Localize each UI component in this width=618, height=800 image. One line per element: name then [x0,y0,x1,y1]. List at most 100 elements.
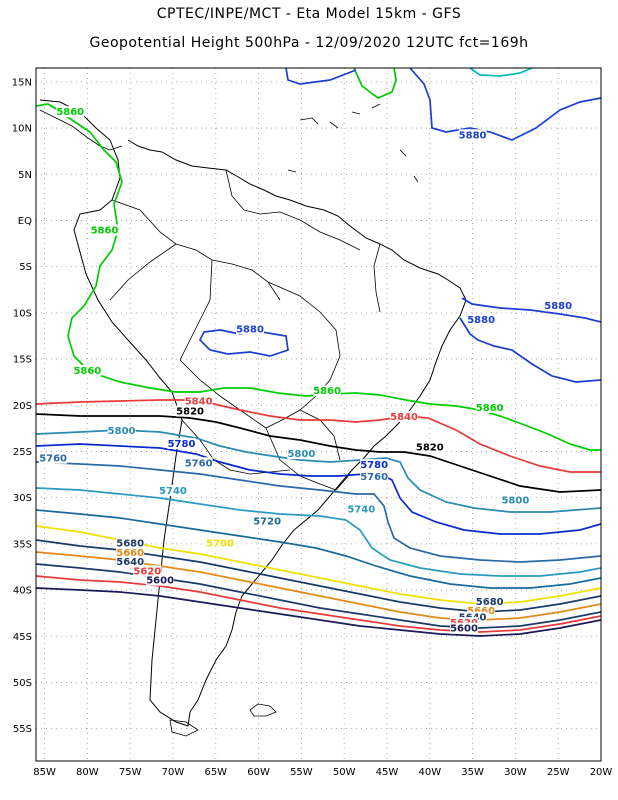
contour-label: 5700 [206,539,234,550]
contour-label: 5680 [476,597,504,608]
contour-label-bg [467,605,496,617]
contour-label-bg [360,459,389,471]
contour-5880-east [461,297,601,323]
contour-label: 5860 [56,107,84,118]
contour-label-bg [176,405,205,417]
contour-5740 [36,487,601,577]
lon-tick-label: 45W [376,767,399,778]
contour-label-bg [287,448,316,460]
contour-label: 5680 [116,539,144,550]
lon-tick-label: 55W [290,767,313,778]
latitude-labels: 15N 10N 5N EQ 5S 10S 15S 20S 25S 30S 35S 40S 45S 50S 5… [12,77,32,735]
contour-label-bg [475,401,504,413]
contour-label: 5600 [146,576,174,587]
contour-label: 5760 [39,454,67,465]
title-line-1: CPTEC/INPE/MCT - Eta Model 15km - GFS [156,6,462,22]
contour-label-bg [253,515,282,527]
contour-label: 5880 [544,301,572,312]
graticule [36,68,602,761]
contour-label: 5740 [347,505,375,516]
lat-tick-label: 10S [13,308,32,319]
title-line-2: Geopotential Height 500hPa - 12/09/2020 … [89,35,529,51]
contour-label: 5800 [287,449,315,460]
contour-label-bg [467,314,496,326]
contour-label-bg [90,224,119,236]
contour-label-bg [146,574,175,586]
contour-label: 5780 [360,460,388,471]
lon-tick-label: 75W [119,767,142,778]
contour-label-bg [206,537,235,549]
contour-5880-north [285,68,601,141]
contour-label: 5760 [185,458,213,469]
map-frame [35,67,602,762]
lat-tick-label: 20S [13,401,32,412]
caribbean-islands [287,103,419,183]
contour-5820 [36,413,601,493]
contour-label: 5820 [416,443,444,454]
central-america [39,109,123,151]
lat-tick-label: 25S [13,447,32,458]
contour-label: 5620 [133,566,161,577]
contour-5800 [36,429,601,513]
contour-label-bg [544,300,573,312]
contour-label-bg [458,611,487,623]
lat-tick-label: 15S [13,355,32,366]
contour-label-bg [347,503,376,515]
lon-tick-label: 80W [76,767,99,778]
contour-label: 5600 [450,624,478,635]
contour-label: 5860 [91,225,119,236]
lat-tick-label: EQ [18,216,32,227]
contour-label: 5640 [116,557,144,568]
contour-label: 5880 [467,315,495,326]
contour-label: 5740 [159,486,187,497]
contour-5760 [36,461,601,563]
lat-tick-label: 35S [13,539,32,550]
contour-label-bg [116,546,145,558]
contour-label: 5720 [253,517,281,528]
contour-label-bg [158,485,187,497]
contour-label-bg [236,323,265,335]
contour-label-bg [116,537,145,549]
tierra-del-fuego [169,719,199,737]
contour-label-bg [116,556,145,568]
contour-label-bg [184,457,213,469]
lat-tick-label: 5S [19,262,32,273]
contour-label: 5820 [176,407,204,418]
coastline-south-america [39,99,467,727]
country-borders [109,169,381,491]
contour-label-bg [107,424,136,436]
lat-tick-label: 10N [12,124,32,135]
contour-label-bg [415,441,444,453]
lon-tick-label: 20W [590,767,613,778]
contour-label: 5860 [313,386,341,397]
lon-tick-label: 60W [247,767,270,778]
contour-5860-north [353,68,397,99]
lat-tick-label: 55S [13,724,32,735]
contour-label-bg [56,106,85,118]
contour-label: 5760 [360,472,388,483]
lon-tick-label: 50W [333,767,356,778]
contour-label-bg [390,411,419,423]
lon-tick-label: 35W [461,767,484,778]
contour-label-bg [450,617,479,629]
contour-label-bg [360,471,389,483]
falklands [249,703,277,717]
contour-label: 5880 [236,324,264,335]
contour-label-bg [184,395,213,407]
contour-label-bg [458,129,487,141]
contour-label-bg [73,364,102,376]
lat-tick-label: 30S [13,493,32,504]
lat-tick-label: 45S [13,632,32,643]
contour-label-bg [475,595,504,607]
contour-label-bg [501,494,530,506]
lon-tick-label: 30W [504,767,527,778]
contour-label: 5800 [108,426,136,437]
contour-5720 [36,509,601,589]
lon-tick-label: 85W [33,767,56,778]
contour-label: 5880 [459,130,487,141]
lat-tick-label: 40S [13,586,32,597]
lon-tick-label: 25W [547,767,570,778]
contour-label-bg [313,385,342,397]
lat-tick-label: 50S [13,678,32,689]
contour-label: 5800 [501,495,529,506]
